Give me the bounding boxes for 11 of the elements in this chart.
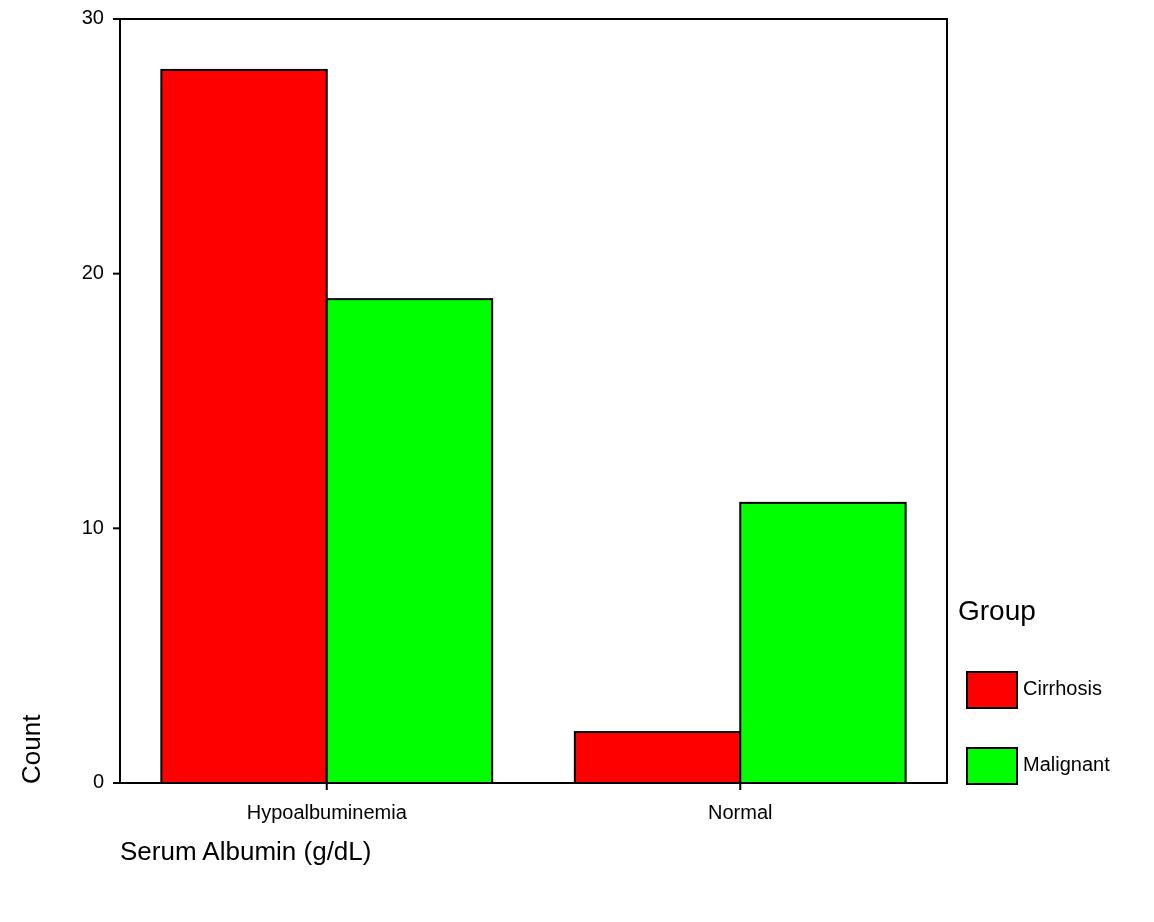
legend-label: Cirrhosis <box>1023 677 1102 700</box>
y-tick-label: 0 <box>92 770 104 793</box>
y-tick-label: 10 <box>81 515 104 538</box>
legend-label: Malignant <box>1023 753 1111 776</box>
y-tick-label: 20 <box>81 260 104 283</box>
x-tick-label: Hypoalbuminemia <box>246 801 408 823</box>
legend-title: Group <box>958 595 1036 626</box>
x-axis-title: Serum Albumin (g/dL) <box>120 836 372 866</box>
y-axis-title: Count <box>16 713 46 784</box>
y-tick-label: 30 <box>81 6 104 29</box>
x-tick-label: Normal <box>708 801 773 823</box>
